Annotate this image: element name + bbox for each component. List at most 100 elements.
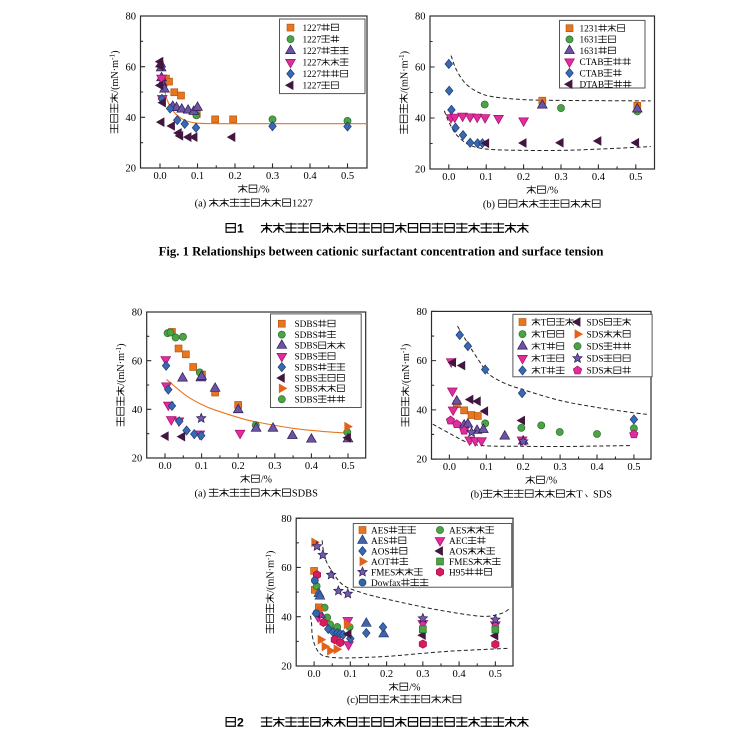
svg-text:0.1: 0.1: [480, 172, 493, 183]
svg-text:1227: 1227: [303, 35, 322, 45]
svg-text:SDBS: SDBS: [295, 385, 318, 395]
svg-text:0.5: 0.5: [341, 461, 354, 472]
svg-text:(a): (a): [195, 489, 207, 500]
svg-text:80: 80: [281, 514, 292, 525]
svg-text:SDBS: SDBS: [295, 353, 318, 363]
svg-text:): ): [266, 551, 277, 554]
svg-text:1231: 1231: [580, 25, 599, 35]
svg-text:2: 2: [237, 716, 244, 730]
svg-text:H95: H95: [449, 568, 465, 578]
svg-text:CTAB: CTAB: [580, 58, 604, 68]
svg-text:0.1: 0.1: [344, 669, 357, 680]
svg-text:40: 40: [281, 612, 292, 623]
svg-text:20: 20: [132, 454, 143, 465]
svg-text:AES: AES: [449, 526, 467, 536]
svg-text:SDBS: SDBS: [295, 331, 318, 341]
svg-text:): ): [116, 343, 127, 346]
svg-text:/(mN·m: /(mN·m: [266, 560, 277, 593]
svg-text:T: T: [541, 355, 547, 365]
svg-text:Fig. 1 Relationships betwee: Fig. 1 Relationships between cationic su…: [159, 245, 604, 259]
svg-text:-1: -1: [115, 346, 123, 352]
svg-text:80: 80: [417, 307, 428, 318]
svg-text:SDS: SDS: [593, 490, 612, 501]
svg-text:1227: 1227: [303, 59, 322, 69]
svg-text:T: T: [541, 330, 547, 340]
svg-text:AOS: AOS: [449, 547, 468, 557]
svg-text:0.3: 0.3: [416, 669, 429, 680]
svg-text:1631: 1631: [580, 36, 599, 46]
svg-text:(c): (c): [347, 695, 359, 706]
svg-text:80: 80: [415, 12, 426, 23]
svg-text:1227: 1227: [303, 82, 322, 92]
svg-text:0.5: 0.5: [489, 669, 502, 680]
svg-text:80: 80: [126, 12, 137, 23]
svg-text:0.0: 0.0: [442, 172, 455, 183]
svg-text:1: 1: [237, 222, 244, 236]
svg-text:-1: -1: [109, 53, 117, 59]
svg-text:SDS: SDS: [587, 318, 604, 328]
svg-text:80: 80: [132, 308, 143, 319]
svg-text:): ): [400, 51, 411, 54]
svg-text:60: 60: [126, 62, 137, 73]
svg-text:60: 60: [132, 356, 143, 367]
svg-text:0.5: 0.5: [627, 462, 640, 473]
svg-text:/%: /%: [546, 476, 558, 487]
svg-text:0.5: 0.5: [341, 171, 354, 182]
svg-text:20: 20: [281, 662, 292, 673]
svg-text:): ): [110, 50, 121, 53]
svg-text:SDS: SDS: [587, 330, 604, 340]
svg-text:): ): [401, 344, 412, 347]
svg-text:0.5: 0.5: [629, 172, 642, 183]
svg-text:40: 40: [132, 405, 143, 416]
svg-text:0.2: 0.2: [380, 669, 393, 680]
svg-text:0.2: 0.2: [517, 172, 530, 183]
svg-text:SDBS: SDBS: [292, 489, 318, 500]
svg-text:20: 20: [417, 455, 428, 466]
svg-text:0.3: 0.3: [554, 172, 567, 183]
svg-text:0.3: 0.3: [266, 171, 279, 182]
svg-text:/(mN·m: /(mN·m: [110, 60, 121, 93]
svg-text:0.3: 0.3: [268, 461, 281, 472]
svg-text:/(mN·m: /(mN·m: [116, 353, 127, 386]
svg-text:0.0: 0.0: [153, 171, 166, 182]
svg-text:/%: /%: [409, 683, 421, 694]
svg-text:40: 40: [126, 113, 137, 124]
svg-text:/%: /%: [261, 475, 273, 486]
svg-text:FMES: FMES: [371, 568, 395, 578]
svg-text:60: 60: [417, 356, 428, 367]
svg-text:(a): (a): [195, 199, 207, 210]
svg-text:AES: AES: [371, 526, 389, 536]
svg-text:(b): (b): [470, 490, 482, 501]
svg-text:SDBS: SDBS: [295, 396, 318, 406]
svg-text:40: 40: [417, 405, 428, 416]
svg-text:0.0: 0.0: [443, 462, 456, 473]
svg-text:AOS: AOS: [371, 547, 390, 557]
svg-text:1227: 1227: [292, 199, 313, 210]
svg-text:CTAB: CTAB: [580, 69, 604, 79]
svg-text:0.4: 0.4: [303, 171, 317, 182]
svg-text:/(mN·m: /(mN·m: [400, 60, 411, 93]
svg-text:1227: 1227: [303, 24, 322, 34]
svg-text:SDBS: SDBS: [295, 342, 318, 352]
svg-text:1631: 1631: [580, 47, 599, 57]
svg-text:SDBS: SDBS: [295, 363, 318, 373]
svg-text:T: T: [541, 318, 547, 328]
svg-text:0.1: 0.1: [191, 171, 204, 182]
svg-text:/%: /%: [547, 186, 559, 197]
svg-text:0.0: 0.0: [308, 669, 321, 680]
svg-text:0.3: 0.3: [554, 462, 567, 473]
svg-text:FMES: FMES: [449, 558, 473, 568]
svg-text:T: T: [576, 490, 583, 501]
svg-text:0.2: 0.2: [517, 462, 530, 473]
svg-text:T: T: [541, 367, 547, 377]
svg-text:SDBS: SDBS: [295, 320, 318, 330]
svg-text:0.2: 0.2: [228, 171, 241, 182]
svg-text:SDBS: SDBS: [295, 374, 318, 384]
svg-text:-1: -1: [398, 54, 406, 60]
svg-text:0.4: 0.4: [453, 669, 467, 680]
svg-text:60: 60: [281, 563, 292, 574]
svg-text:0.1: 0.1: [195, 461, 208, 472]
svg-text:(b): (b): [483, 200, 495, 211]
svg-text:20: 20: [126, 164, 137, 175]
svg-text:0.4: 0.4: [592, 172, 606, 183]
